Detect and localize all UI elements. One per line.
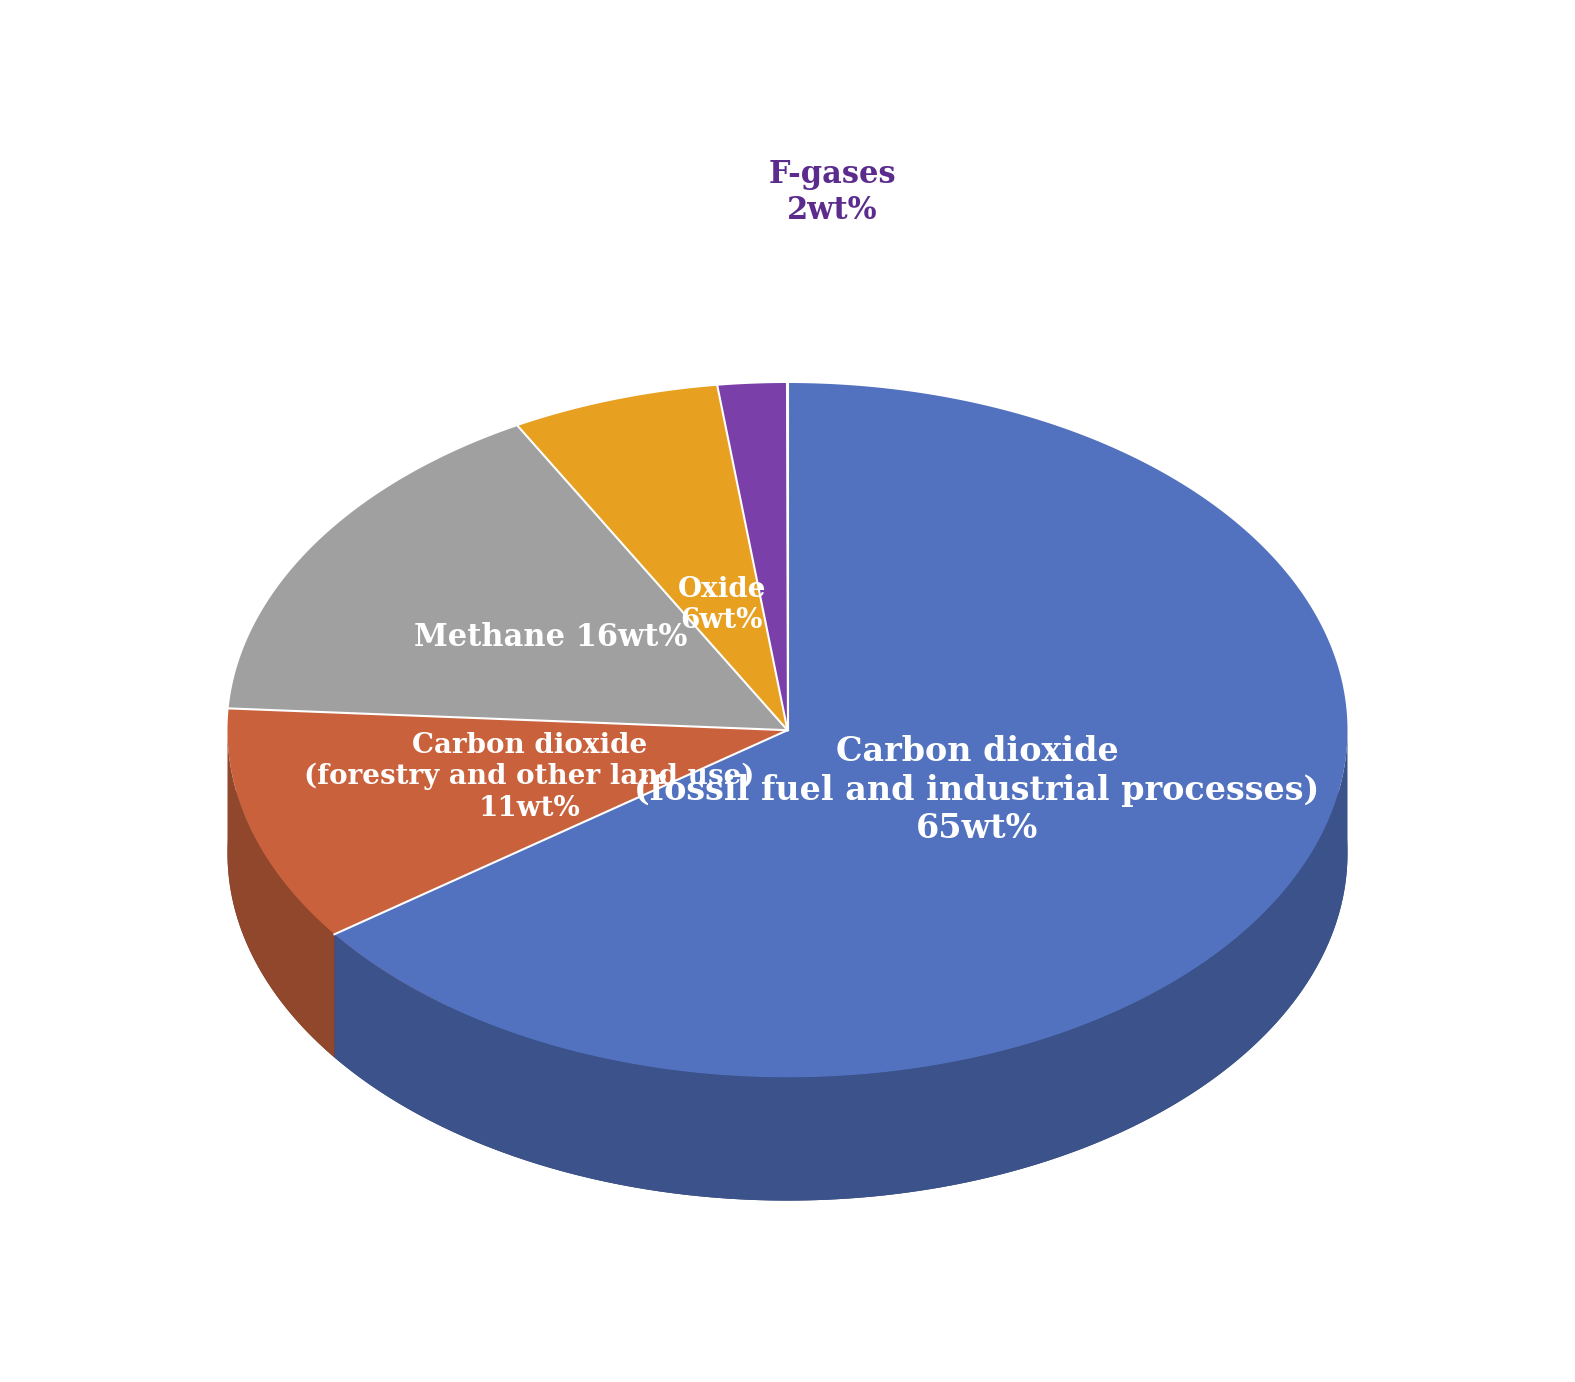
Polygon shape: [227, 832, 787, 1057]
Text: Oxide
6wt%: Oxide 6wt%: [677, 576, 765, 634]
Polygon shape: [518, 509, 788, 854]
Polygon shape: [228, 549, 788, 854]
Polygon shape: [228, 426, 788, 730]
Polygon shape: [334, 506, 1348, 1201]
Text: Carbon dioxide
(forestry and other land use)
11wt%: Carbon dioxide (forestry and other land …: [304, 732, 754, 822]
Polygon shape: [334, 730, 1348, 1201]
Polygon shape: [518, 386, 788, 730]
Text: F-gases
2wt%: F-gases 2wt%: [769, 159, 896, 227]
Text: Methane 16wt%: Methane 16wt%: [414, 622, 688, 652]
Polygon shape: [227, 709, 787, 934]
Polygon shape: [334, 383, 1348, 1078]
Text: Carbon dioxide
(fossil fuel and industrial processes)
65wt%: Carbon dioxide (fossil fuel and industri…: [635, 735, 1320, 844]
Polygon shape: [227, 730, 334, 1057]
Polygon shape: [717, 506, 788, 854]
Polygon shape: [717, 383, 788, 730]
